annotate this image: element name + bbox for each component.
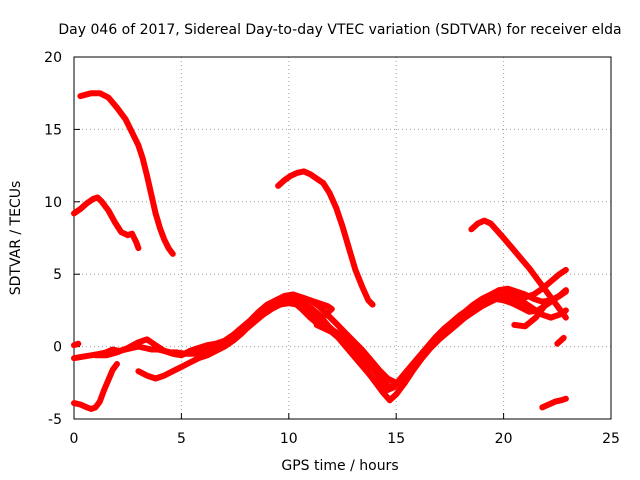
series-arc-9 [204, 291, 569, 404]
y-tick-label: 0 [53, 340, 62, 356]
series-arc-5 [71, 340, 82, 349]
chart-title: Day 046 of 2017, Sidereal Day-to-day VTE… [58, 22, 621, 38]
x-tick-label: 15 [387, 431, 405, 447]
series-arc-3 [275, 168, 376, 308]
x-axis-label: GPS time / hours [281, 458, 398, 474]
grid [74, 57, 611, 419]
series-arc-1 [77, 90, 176, 257]
series-arc-10 [264, 297, 348, 341]
plot-frame [73, 56, 612, 420]
x-tick-label: 10 [280, 431, 298, 447]
series-arc-12 [539, 395, 569, 411]
y-tick-label: -5 [48, 412, 62, 428]
series-arc-2 [71, 194, 142, 252]
x-tick-label: 25 [602, 431, 620, 447]
x-tick-label: 0 [70, 431, 79, 447]
series-arc-13 [554, 334, 567, 347]
series-arc-14 [511, 300, 550, 330]
series-arc-11 [71, 361, 120, 412]
series-layer [71, 90, 569, 412]
y-tick-label: 10 [44, 195, 62, 211]
y-tick-label: 15 [44, 122, 62, 138]
ticks: 0 5 10 15 20 25 -5 0 5 10 15 20 [44, 50, 620, 447]
x-tick-label: 20 [495, 431, 513, 447]
y-tick-label: 5 [53, 267, 62, 283]
x-tick-label: 5 [177, 431, 186, 447]
y-tick-label: 20 [44, 50, 62, 66]
y-axis-label: SDTVAR / TECUs [8, 181, 24, 296]
series-arc-7 [92, 285, 569, 386]
